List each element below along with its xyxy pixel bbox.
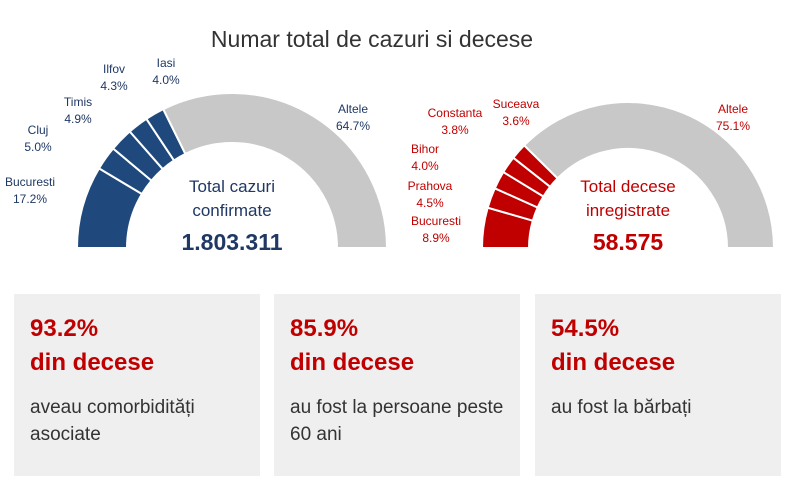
slice-label-name: Altele (338, 102, 368, 116)
stat-card-men: 54.5% din decese au fost la bărbați (535, 294, 781, 476)
slice-label-name: Suceava (493, 97, 540, 111)
cases-half-donut-chart: Bucuresti 17.2% Cluj 5.0% Timis 4.9% Ilfov 4.3%… (5, 56, 389, 255)
stat-description: au fost la persoane peste 60 ani (290, 397, 504, 445)
center-title-line: Total decese (580, 177, 675, 196)
slice-label-value: 4.9% (64, 112, 92, 126)
stat-card-comorbidities: 93.2% din decese aveau comorbidități aso… (14, 294, 260, 476)
center-title-line: inregistrate (586, 201, 670, 220)
slice-label-value: 17.2% (13, 192, 47, 206)
stat-description: au fost la bărbați (551, 397, 692, 418)
slice-altele (161, 92, 389, 249)
slice-label-value: 64.7% (336, 119, 370, 133)
stat-card-over-60: 85.9% din decese au fost la persoane pes… (274, 294, 520, 476)
slice-label-value: 4.0% (152, 73, 180, 87)
slice-label-name: Iasi (157, 56, 176, 70)
stat-value: 93.2% (30, 315, 99, 342)
slice-label-name: Ilfov (103, 62, 125, 76)
deaths-half-donut-chart: Bucuresti 8.9% Prahova 4.5% Bihor 4.0% Constan… (408, 97, 776, 255)
slice-label-name: Bihor (411, 142, 439, 156)
slice-label-name: Bucuresti (5, 175, 55, 189)
slice-label-name: Prahova (408, 179, 453, 193)
slice-altele (522, 101, 776, 249)
slice-label-value: 3.6% (502, 114, 530, 128)
stat-subtitle: din decese (290, 349, 415, 376)
slice-label-value: 8.9% (422, 231, 450, 245)
stat-description: aveau comorbidități asociate (30, 397, 195, 445)
slice-label-value: 4.0% (411, 159, 439, 173)
center-value: 1.803.311 (181, 229, 282, 255)
center-title-line: confirmate (192, 201, 271, 220)
slice-label-name: Timis (64, 95, 92, 109)
center-value: 58.575 (593, 229, 664, 255)
slice-label-name: Constanta (428, 106, 483, 120)
slice-label-value: 3.8% (441, 123, 469, 137)
stat-subtitle: din decese (551, 349, 676, 376)
slice-label-value: 75.1% (716, 119, 750, 133)
stat-subtitle: din decese (30, 349, 155, 376)
slice-label-value: 4.5% (416, 196, 444, 210)
center-title-line: Total cazuri (189, 177, 275, 196)
slice-label-value: 4.3% (100, 79, 128, 93)
slice-label-name: Bucuresti (411, 214, 461, 228)
slice-label-name: Cluj (28, 123, 49, 137)
main-title: Numar total de cazuri si decese (211, 26, 533, 52)
stat-value: 54.5% (551, 315, 620, 342)
charts-area: Numar total de cazuri si decese Bucurest… (5, 26, 776, 255)
slice-label-name: Altele (718, 102, 748, 116)
slice-label-value: 5.0% (24, 140, 52, 154)
stat-value: 85.9% (290, 315, 359, 342)
